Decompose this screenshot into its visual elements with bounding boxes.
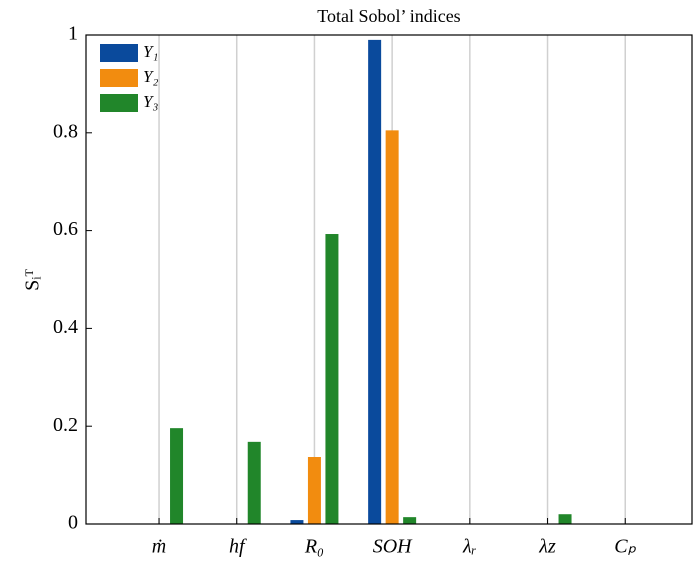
x-tick-label: λᵣ <box>462 536 477 558</box>
bar <box>368 39 382 524</box>
bar <box>325 234 339 524</box>
legend-label: Y₁ <box>143 42 158 61</box>
legend-label: Y₂ <box>143 67 158 86</box>
bar <box>247 441 261 524</box>
bar <box>170 428 184 524</box>
bar <box>403 517 417 524</box>
x-tick-label: Cₚ <box>614 536 636 558</box>
bar <box>558 514 572 524</box>
legend-swatch <box>100 94 138 112</box>
y-tick-label: 0.2 <box>53 414 78 436</box>
bar <box>385 130 399 525</box>
bar <box>290 520 304 524</box>
chart-title: Total Sobol’ indices <box>317 6 460 26</box>
y-tick-label: 1 <box>68 23 78 45</box>
y-axis-label: Sᵢᵀ <box>22 268 44 290</box>
x-tick-label: λz <box>538 536 556 558</box>
y-tick-label: 0.4 <box>53 316 78 338</box>
x-tick-label: hf <box>229 536 247 558</box>
legend-label: Y₃ <box>143 92 158 111</box>
legend-swatch <box>100 44 138 62</box>
y-tick-label: 0.6 <box>53 218 78 240</box>
bar <box>307 457 321 524</box>
x-tick-label: R₀ <box>304 536 324 558</box>
legend-swatch <box>100 69 138 87</box>
x-tick-label: SOH <box>373 536 413 558</box>
x-tick-label: ṁ <box>152 536 166 558</box>
plot-frame <box>85 34 693 525</box>
y-tick-label: 0.8 <box>53 120 78 142</box>
y-tick-label: 0 <box>68 512 78 534</box>
